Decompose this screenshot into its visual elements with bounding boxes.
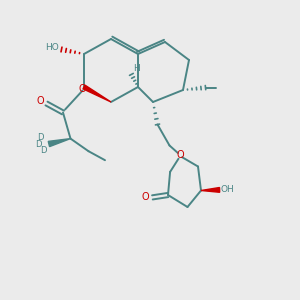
Text: H: H — [133, 64, 140, 73]
Text: D: D — [37, 133, 44, 142]
Text: HO: HO — [46, 43, 59, 52]
Text: O: O — [176, 150, 184, 160]
Polygon shape — [83, 85, 111, 102]
Text: O: O — [36, 96, 44, 106]
Text: D: D — [40, 146, 47, 155]
Text: D: D — [35, 140, 42, 149]
Polygon shape — [201, 188, 220, 192]
Text: O: O — [79, 83, 86, 94]
Polygon shape — [48, 139, 70, 147]
Text: O: O — [142, 192, 150, 203]
Text: OH: OH — [220, 185, 234, 194]
